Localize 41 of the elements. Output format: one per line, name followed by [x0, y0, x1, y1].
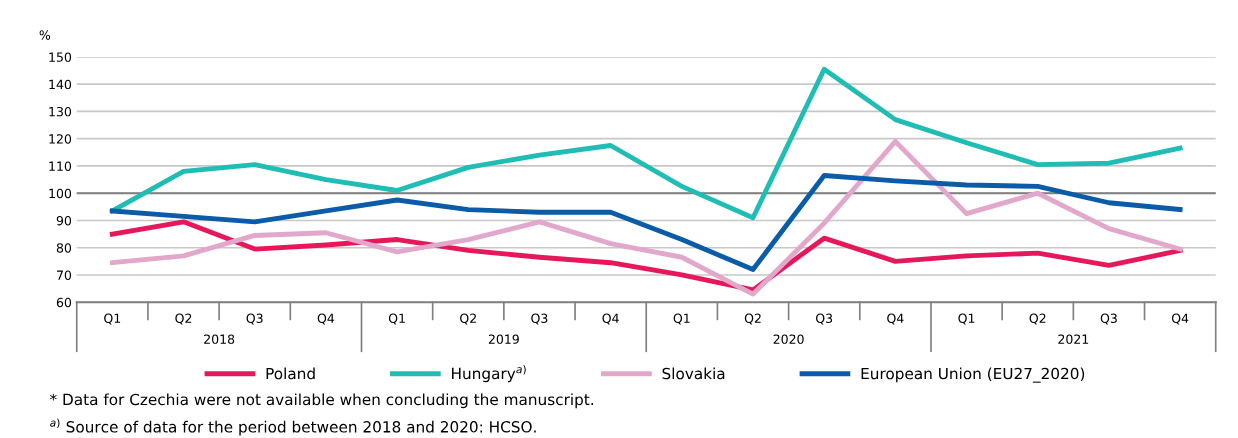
- x-tick-label: Q3: [1100, 313, 1117, 325]
- y-tick-label: 60: [56, 297, 72, 308]
- line-series: [109, 66, 1183, 221]
- x-tick-label: Q2: [744, 313, 761, 325]
- text: 2020: [773, 334, 804, 344]
- y-tick-label: 150: [49, 52, 72, 62]
- y-tick-label: 120: [49, 134, 72, 144]
- x-tick-label: Q1: [104, 313, 121, 325]
- y-axis-title: %: [39, 30, 51, 40]
- legend-label: Slovakia: [662, 367, 725, 380]
- x-tick-label: Q4: [602, 313, 619, 325]
- y-tick-label: 110: [49, 161, 72, 171]
- x-tick-label: Q2: [460, 313, 476, 325]
- x-tick-label: Q3: [816, 313, 833, 325]
- text: 2021: [1058, 334, 1089, 344]
- text: 2019: [488, 334, 519, 344]
- x-tick-label: Q2: [175, 313, 192, 325]
- x-tick-label: Q1: [958, 313, 975, 325]
- line-series: [109, 219, 1183, 293]
- x-tick-label: Q2: [1029, 313, 1046, 325]
- text: $^{a)}$ Source of data for the period between 2018 and 2020: HCSO.: [50, 418, 536, 436]
- y-tick-label: 140: [49, 79, 72, 90]
- text: 2018: [204, 334, 235, 344]
- y-tick-label: 80: [56, 243, 72, 253]
- text: * Data for Czechia were not available when concluding the manuscript.: [49, 393, 593, 409]
- y-tick-label: 130: [49, 106, 72, 117]
- y-tick-label: 70: [57, 270, 72, 280]
- y-tick-label: 100: [49, 188, 72, 199]
- x-tick-label: Q3: [246, 313, 263, 325]
- x-tick-label: Q4: [887, 313, 904, 325]
- y-tick-label: 90: [56, 215, 72, 226]
- x-tick-label: Q4: [1171, 313, 1189, 325]
- line-series: [109, 173, 1183, 272]
- legend-label: European Union (EU27_2020): [861, 367, 1085, 383]
- x-tick-label: Q4: [317, 313, 335, 325]
- x-tick-label: Q3: [531, 313, 548, 325]
- x-tick-label: Q1: [673, 313, 690, 325]
- legend-label: Poland: [266, 367, 315, 380]
- x-tick-label: Q1: [388, 313, 405, 325]
- legend-label: Hungary$^{a)}$: [452, 365, 526, 383]
- line-series: [109, 139, 1183, 297]
